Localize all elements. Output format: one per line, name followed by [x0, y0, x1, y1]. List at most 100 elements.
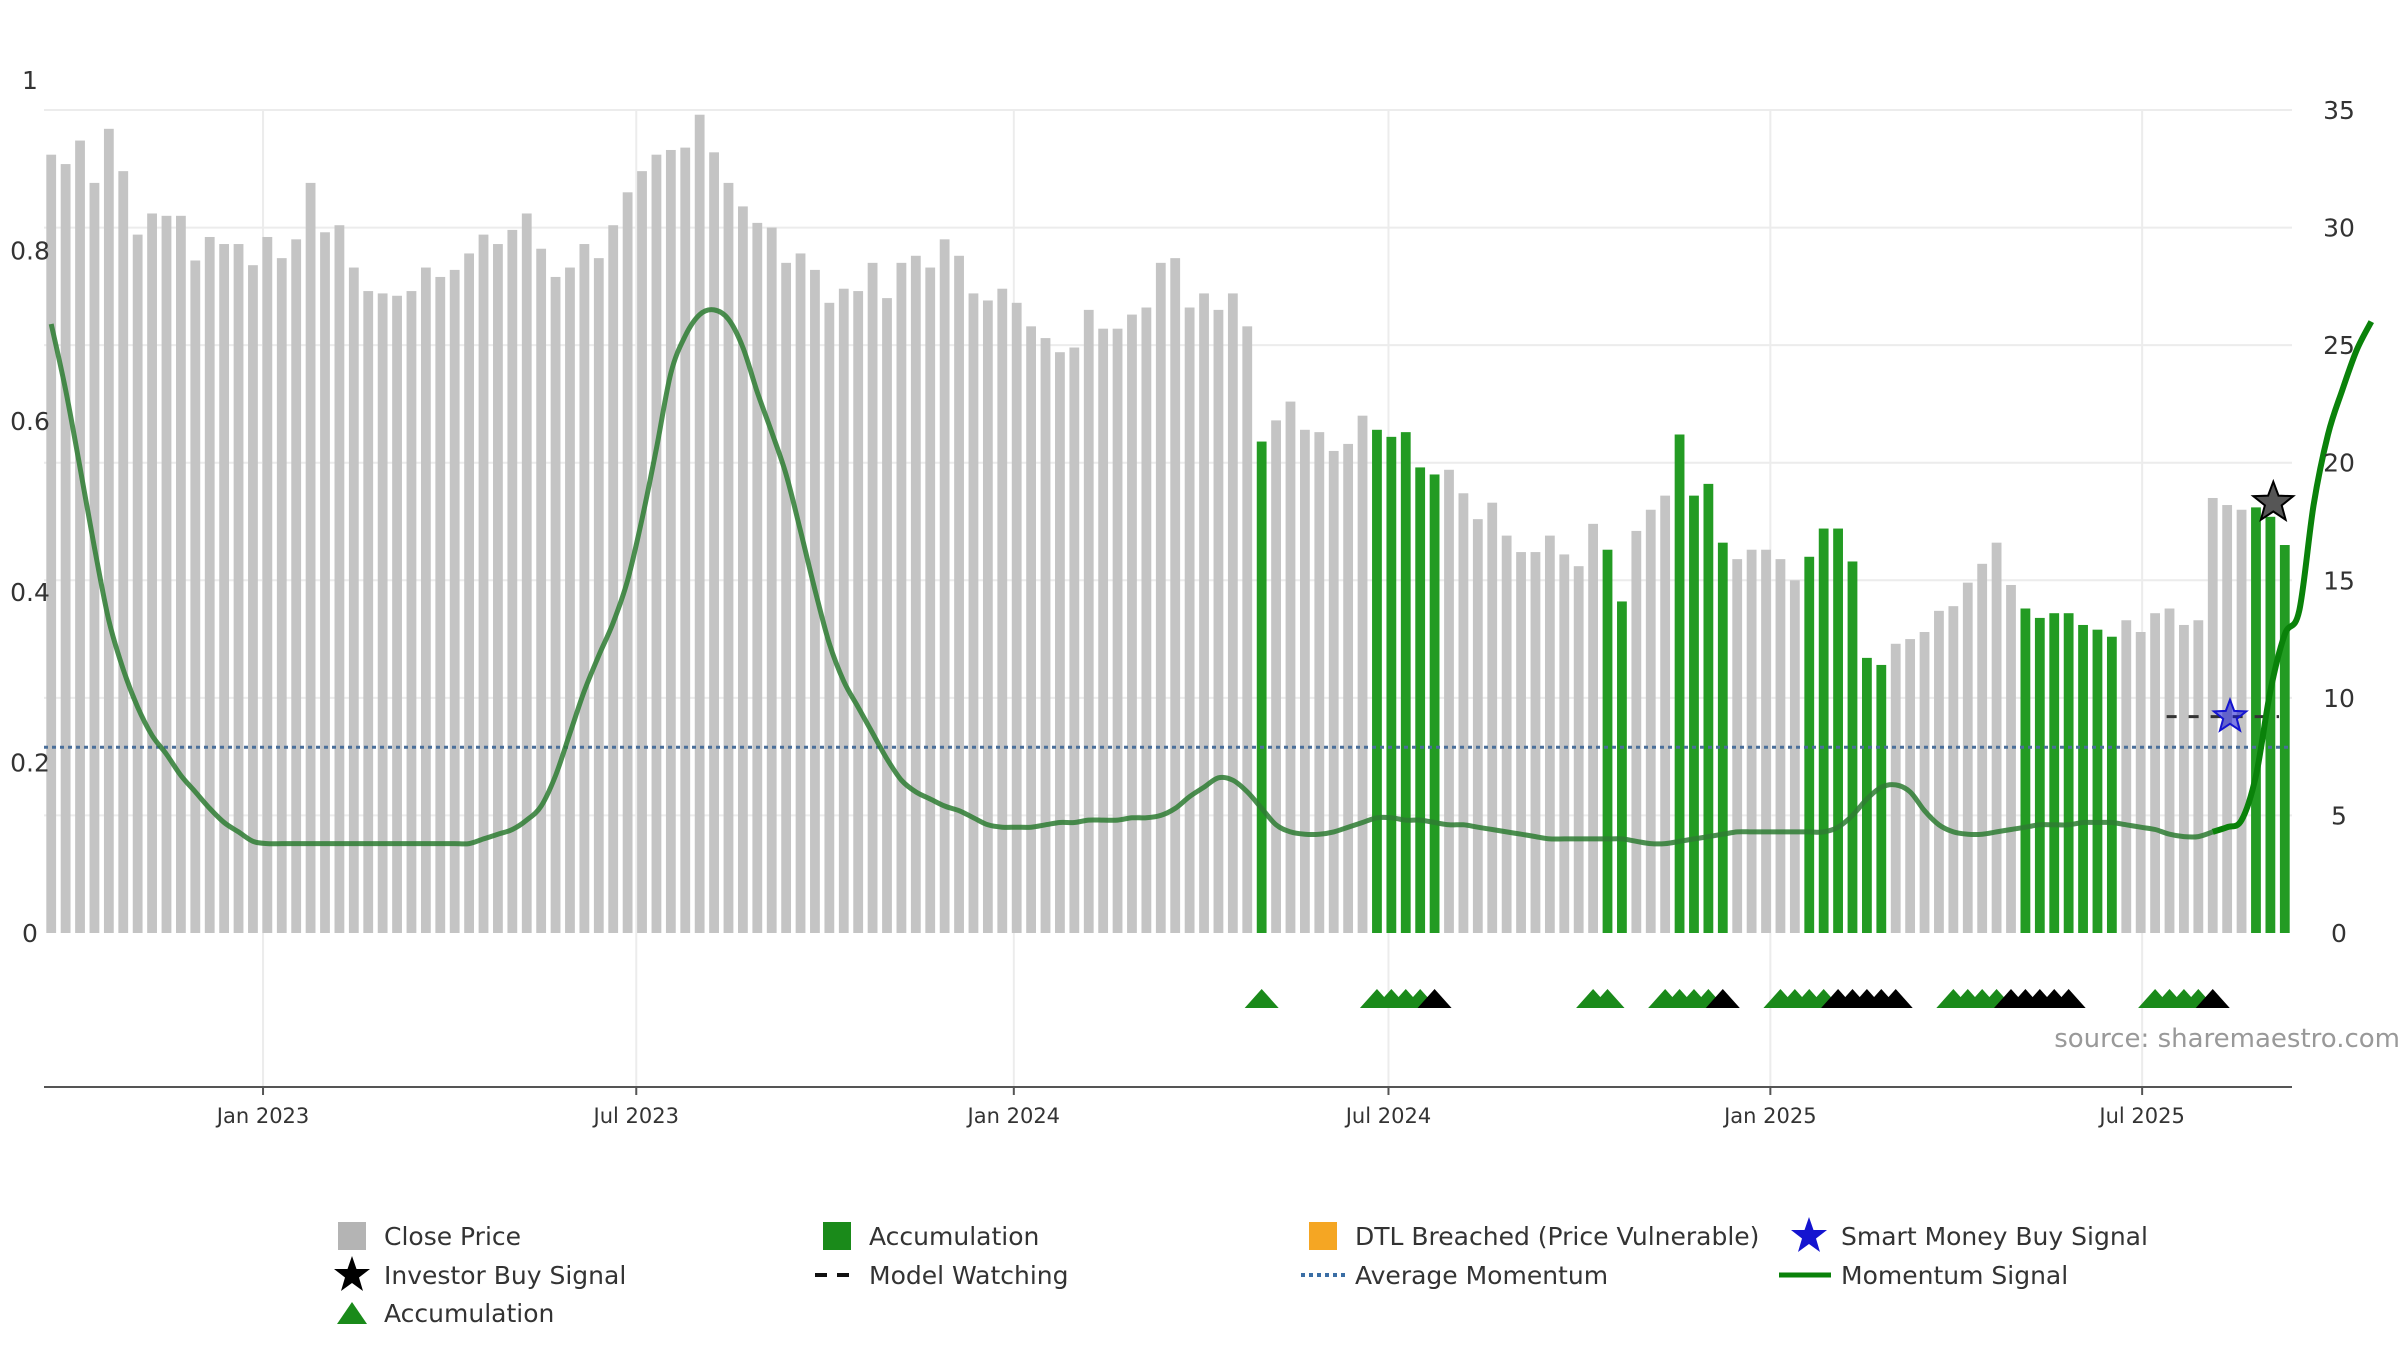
x-tick-label: Jan 2025	[1722, 1104, 1817, 1128]
close-price-bar	[507, 229, 518, 933]
bars	[46, 114, 2290, 934]
close-price-bar	[910, 255, 921, 933]
close-price-bar	[968, 293, 979, 933]
close-price-bar	[651, 154, 662, 934]
close-price-bar	[550, 276, 561, 933]
close-price-bar	[1155, 262, 1166, 933]
close-price-bar	[608, 225, 619, 934]
accumulation-bar	[2279, 545, 2290, 933]
momentum-signal-line	[48, 307, 2214, 847]
close-price-bar	[1343, 443, 1354, 933]
accumulation-bar	[1415, 467, 1426, 933]
accumulation-bar	[2106, 636, 2117, 933]
close-price-bar	[1314, 432, 1325, 933]
close-price-bar	[248, 265, 258, 933]
accumulation-bar	[1602, 549, 1613, 933]
close-price-bar	[377, 293, 388, 933]
close-price-bar	[1055, 352, 1065, 933]
close-price-bar	[838, 288, 849, 933]
investor-buy-marker	[1878, 989, 1913, 1008]
close-price-bar	[795, 253, 806, 934]
close-price-bar	[2121, 620, 2132, 933]
close-price-bar	[1011, 302, 1022, 933]
close-price-bar	[593, 258, 604, 933]
close-price-bar	[449, 269, 460, 933]
close-price-bar	[1213, 309, 1224, 933]
x-tick-label: Jul 2023	[592, 1104, 679, 1128]
close-price-bar	[565, 267, 575, 933]
close-price-bar	[276, 258, 287, 933]
accumulation-bar	[2020, 608, 2031, 933]
accumulation-bar	[1674, 434, 1685, 933]
accumulation-marker	[1244, 989, 1279, 1008]
right-axis-tick-label: 0	[2331, 919, 2347, 948]
close-price-bar	[1472, 519, 1483, 933]
left-axis-tick-label: 1	[22, 66, 38, 95]
close-price-bar	[291, 239, 302, 934]
close-price-bar	[2150, 613, 2161, 933]
close-price-bar	[233, 244, 244, 933]
investor-buy-marker	[1417, 989, 1452, 1008]
accumulation-bar	[1429, 474, 1440, 933]
accumulation-bar	[1689, 495, 1699, 933]
accumulation-marker	[1590, 989, 1625, 1008]
close-price-bar	[824, 302, 835, 933]
close-price-bar	[637, 171, 647, 933]
accumulation-bar	[2049, 613, 2060, 933]
close-price-bar	[1227, 293, 1238, 933]
accumulation-bar	[1703, 483, 1714, 933]
investor-buy-marker	[2195, 989, 2230, 1008]
accumulation-bar	[1717, 542, 1728, 933]
close-price-bar	[997, 288, 1008, 933]
close-price-bar	[1588, 523, 1599, 933]
close-price-bar	[147, 213, 157, 933]
close-price-bar	[2006, 584, 2016, 933]
close-price-bar	[1789, 580, 1800, 933]
close-price-bar	[1890, 643, 1901, 933]
close-price-bar	[1905, 639, 1916, 933]
momentum-signal-line-recent	[2211, 320, 2374, 835]
close-price-bar	[190, 260, 201, 933]
right-axis-tick-label: 10	[2323, 684, 2355, 713]
close-price-bar	[1184, 307, 1195, 933]
close-price-bar	[536, 248, 547, 934]
close-price-bar	[118, 171, 129, 933]
left-axis-tick-label: 0	[22, 919, 38, 948]
investor-buy-star	[2250, 478, 2296, 523]
accumulation-bar	[2078, 624, 2088, 933]
accumulation-bar	[2063, 613, 2074, 933]
close-price-bar	[1746, 549, 1757, 933]
close-price-bar	[75, 140, 85, 933]
accumulation-bar	[1372, 429, 1382, 933]
close-price-bar	[1487, 502, 1498, 933]
close-price-bar	[305, 182, 316, 933]
lines	[44, 307, 2374, 847]
close-price-bar	[420, 267, 431, 933]
close-price-bar	[867, 262, 878, 933]
close-price-bar	[1458, 493, 1469, 933]
close-price-bar	[493, 244, 503, 933]
x-tick-label: Jan 2024	[966, 1104, 1061, 1128]
close-price-bar	[204, 236, 215, 933]
right-axis-tick-label: 20	[2323, 449, 2355, 478]
close-price-bar	[954, 255, 964, 933]
close-price-bar	[2236, 509, 2247, 933]
close-price-bar	[622, 192, 633, 934]
accumulation-bar	[2034, 617, 2045, 933]
close-price-bar	[1660, 495, 1671, 933]
close-price-bar	[709, 152, 719, 934]
close-price-bar	[1357, 415, 1368, 934]
close-price-bar	[579, 244, 590, 933]
close-price-bar	[363, 291, 374, 933]
left-axis-tick-label: 0.8	[10, 237, 50, 266]
close-price-bar	[2164, 608, 2175, 933]
accumulation-bar	[2265, 516, 2276, 933]
close-price-bar	[1573, 566, 1584, 933]
close-price-bar	[1991, 542, 2002, 933]
close-price-bar	[175, 215, 186, 934]
accumulation-bar	[1386, 436, 1397, 933]
close-price-bar	[737, 206, 748, 933]
close-price-bar	[925, 267, 936, 933]
close-price-bar	[781, 262, 792, 933]
